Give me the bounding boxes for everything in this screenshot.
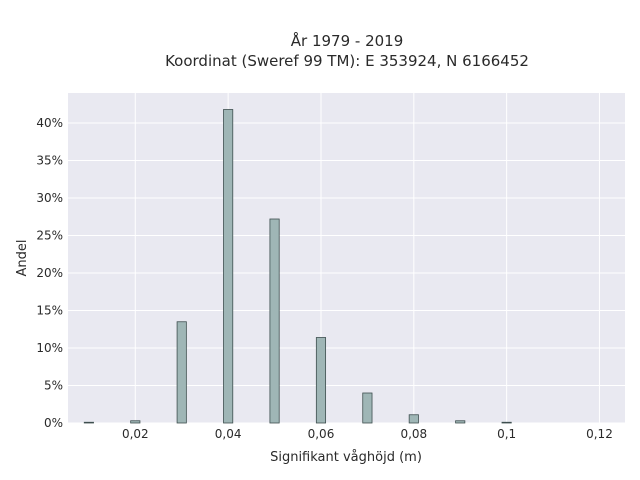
chart-title-line1: År 1979 - 2019 (291, 31, 404, 50)
x-tick-label: 0,08 (400, 427, 427, 441)
y-tick-label: 10% (36, 341, 63, 355)
x-tick-label: 0,12 (586, 427, 613, 441)
x-tick-label: 0,04 (215, 427, 242, 441)
y-tick-label: 20% (36, 266, 63, 280)
chart-title-line2: Koordinat (Sweref 99 TM): E 353924, N 61… (165, 52, 529, 70)
y-tick-label: 25% (36, 229, 63, 243)
histogram-bar (269, 218, 280, 424)
y-tick-label: 15% (36, 304, 63, 318)
x-axis-ticks: 0,02 0,04 0,06 0,08 0,1 0,12 (122, 427, 613, 441)
y-axis-label: Andel (15, 240, 30, 277)
histogram-bar (455, 420, 466, 424)
y-tick-label: 0% (44, 416, 63, 430)
bars (83, 109, 512, 424)
histogram-bar (315, 337, 327, 424)
x-axis-label: Signifikant våghöjd (m) (270, 450, 422, 465)
histogram-bar (83, 421, 94, 424)
histogram-bar (223, 109, 234, 424)
histogram-bar (176, 321, 187, 424)
histogram-bar (408, 414, 419, 424)
x-tick-label: 0,1 (497, 427, 516, 441)
plot-area (68, 93, 625, 423)
gridlines (68, 93, 625, 424)
y-tick-label: 40% (36, 116, 63, 130)
y-axis-ticks: 0% 5% 10% 15% 20% 25% 30% 35% 40% (36, 116, 63, 430)
x-tick-label: 0,02 (122, 427, 149, 441)
histogram-bar (501, 421, 512, 424)
x-tick-label: 0,06 (308, 427, 335, 441)
histogram-bar (130, 420, 141, 424)
y-tick-label: 30% (36, 191, 63, 205)
y-tick-label: 5% (44, 379, 63, 393)
y-tick-label: 35% (36, 154, 63, 168)
histogram-bar (362, 392, 373, 424)
